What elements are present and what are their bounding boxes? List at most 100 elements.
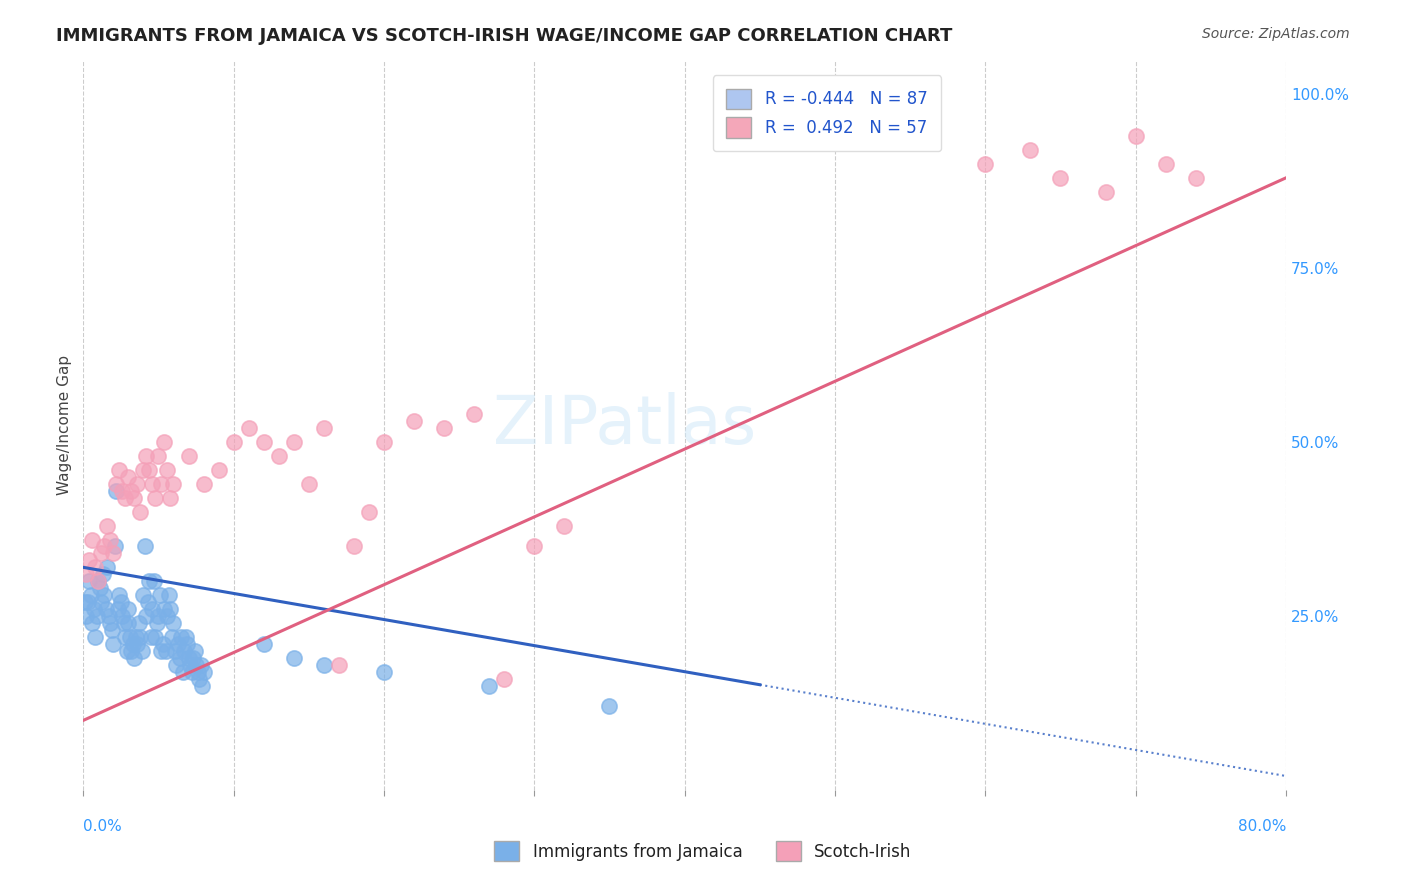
Point [124,650,146,665]
Point [1125,129,1147,144]
Point [328,657,350,672]
Point [114,630,136,644]
Point [298,476,321,491]
Point [193,476,215,491]
Point [1049,170,1071,185]
Point [191,679,214,693]
Point [118,630,141,644]
Point [1094,185,1116,199]
Point [1184,170,1206,185]
Point [343,540,366,554]
Point [207,463,229,477]
Point [169,650,191,665]
Point [141,602,163,616]
Point [75,567,97,582]
Text: 80.0%: 80.0% [1237,819,1286,834]
Text: IMMIGRANTS FROM JAMAICA VS SCOTCH-IRISH WAGE/INCOME GAP CORRELATION CHART: IMMIGRANTS FROM JAMAICA VS SCOTCH-IRISH … [56,27,953,45]
Point [94,602,117,616]
Point [98,615,121,630]
Point [91,567,114,582]
Point [553,518,575,533]
Point [238,421,260,435]
Point [135,609,157,624]
Point [156,463,179,477]
Point [132,588,155,602]
Point [82,615,104,630]
Point [190,657,212,672]
Point [136,595,159,609]
Point [150,476,173,491]
Point [87,574,110,589]
Point [138,463,160,477]
Point [97,609,120,624]
Point [167,637,190,651]
Point [93,540,115,554]
Point [149,588,172,602]
Point [117,602,139,616]
Text: ZIPatlas: ZIPatlas [494,392,756,458]
Point [90,546,112,560]
Point [267,449,290,463]
Point [180,665,202,679]
Point [253,637,276,651]
Point [127,637,149,651]
Point [111,483,134,498]
Point [173,644,195,658]
Point [598,699,620,714]
Point [82,533,104,547]
Point [162,615,184,630]
Point [89,581,111,595]
Point [159,491,181,505]
Point [148,609,170,624]
Text: 0.0%: 0.0% [83,819,122,834]
Point [128,615,150,630]
Point [101,623,124,637]
Point [117,615,139,630]
Point [90,595,112,609]
Point [433,421,456,435]
Point [373,435,395,450]
Point [153,435,176,450]
Point [148,449,170,463]
Point [170,630,193,644]
Point [172,665,194,679]
Point [283,650,305,665]
Point [124,491,146,505]
Point [357,505,380,519]
Point [104,540,127,554]
Point [974,157,997,171]
Point [73,595,96,609]
Point [155,644,177,658]
Point [152,637,174,651]
Point [93,588,115,602]
Point [157,588,180,602]
Point [312,421,335,435]
Point [146,615,169,630]
Point [188,672,211,686]
Point [283,435,305,450]
Point [193,665,215,679]
Point [177,449,200,463]
Point [129,505,152,519]
Point [135,449,157,463]
Point [79,553,101,567]
Point [523,540,546,554]
Point [160,630,183,644]
Point [105,476,128,491]
Legend: Immigrants from Jamaica, Scotch-Irish: Immigrants from Jamaica, Scotch-Irish [481,828,925,875]
Point [138,574,160,589]
Point [402,414,425,428]
Point [84,630,107,644]
Point [166,657,188,672]
Point [103,546,125,560]
Point [107,602,129,616]
Point [145,491,167,505]
Point [163,644,186,658]
Point [96,560,118,574]
Point [1154,157,1177,171]
Point [139,630,162,644]
Point [83,602,105,616]
Point [373,665,395,679]
Point [142,574,165,589]
Point [114,491,136,505]
